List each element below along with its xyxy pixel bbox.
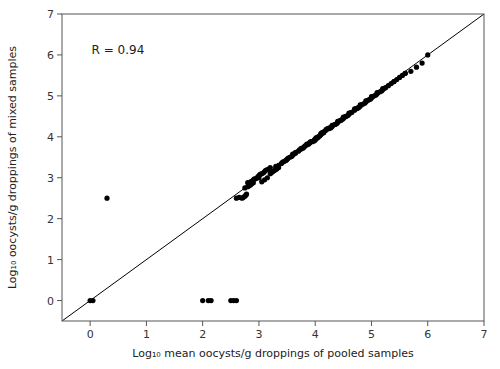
point: [234, 298, 239, 303]
x-axis-label: Log₁₀ mean oocysts/g droppings of pooled…: [132, 347, 414, 360]
x-tick: [258, 321, 259, 326]
y-tick: [57, 54, 62, 55]
chart: 0 1 2 3 4 5 6 7 0 1 2 3 4 5 6 7 R = 0.94 Log₁₀ mean oocys…: [0, 0, 500, 369]
y-tick-label: 3: [47, 172, 54, 185]
y-tick: [57, 95, 62, 96]
x-tick: [90, 321, 91, 326]
point: [414, 65, 419, 70]
y-tick-label: 1: [47, 254, 54, 267]
x-tick-label: 0: [87, 328, 94, 341]
y-tick: [57, 14, 62, 15]
reference-line: [62, 14, 484, 321]
y-tick-label: 4: [47, 131, 54, 144]
x-tick-label: 6: [424, 328, 431, 341]
x-tick-label: 2: [199, 328, 206, 341]
point: [408, 69, 413, 74]
x-tick: [484, 321, 485, 326]
x-tick: [371, 321, 372, 326]
frame: [62, 14, 484, 321]
point: [104, 196, 109, 201]
point: [209, 298, 214, 303]
y-tick: [57, 259, 62, 260]
x-tick: [202, 321, 203, 326]
annotation: R = 0.94: [92, 43, 145, 57]
y-tick-label: 7: [47, 8, 54, 21]
y-tick: [57, 218, 62, 219]
y-tick: [57, 300, 62, 301]
y-tick-label: 6: [47, 49, 54, 62]
point: [420, 61, 425, 66]
x-tick-label: 5: [368, 328, 375, 341]
x-tick-label: 7: [481, 328, 488, 341]
plot-area: [62, 14, 484, 321]
y-tick-label: 5: [47, 90, 54, 103]
y-tick: [57, 136, 62, 137]
x-tick-label: 1: [143, 328, 150, 341]
point: [200, 298, 205, 303]
y-axis-label: Log₁₀ oocysts/g droppings of mixed sampl…: [6, 46, 19, 289]
axes: 0 1 2 3 4 5 6 7 0 1 2 3 4 5 6 7: [47, 8, 488, 341]
point: [244, 192, 249, 197]
x-tick-label: 3: [255, 328, 262, 341]
data: [62, 14, 484, 321]
y-tick: [57, 177, 62, 178]
x-tick: [427, 321, 428, 326]
x-tick: [315, 321, 316, 326]
x-tick-label: 4: [312, 328, 319, 341]
point: [243, 192, 248, 197]
y-tick-label: 2: [47, 213, 54, 226]
x-tick: [146, 321, 147, 326]
y-tick-label: 0: [47, 295, 54, 308]
